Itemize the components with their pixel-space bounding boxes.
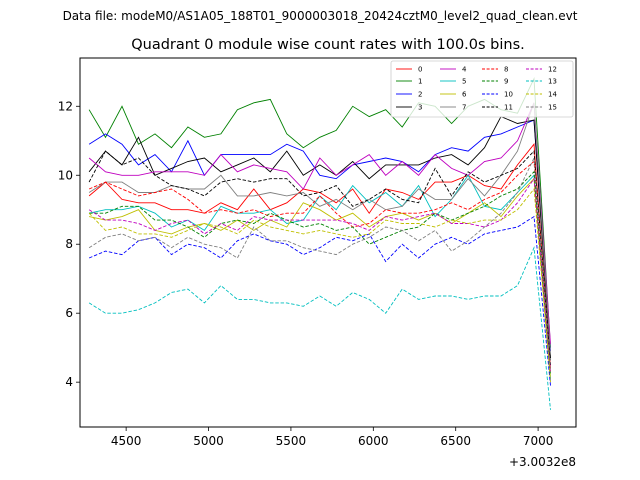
series-line-3 [88,116,551,359]
series-line-15 [88,156,551,372]
legend-label-1: 1 [418,78,422,86]
legend-label-15: 15 [548,104,557,112]
legend-box [390,60,574,118]
x-tick-label: 6500 [440,434,471,448]
y-tick-label: 12 [58,99,73,113]
legend-label-8: 8 [504,66,508,74]
x-tick-label: 5000 [193,434,224,448]
series-line-4 [88,102,551,345]
legend-label-11: 11 [504,104,513,112]
series-line-5 [89,174,551,379]
legend-label-12: 12 [548,66,557,74]
legend-label-13: 13 [548,78,557,86]
y-tick-label: 6 [65,306,73,320]
series-line-6 [89,177,551,383]
figure-suptitle: Data file: modeM0/AS1A05_188T01_90000030… [63,9,578,23]
series-line-14 [88,187,551,379]
chart-title: Quadrant 0 module wise count rates with … [131,37,525,53]
legend-label-3: 3 [418,104,422,112]
x-offset-label: +3.0032e8 [509,455,576,469]
series-line-11 [88,150,551,365]
legend-label-4: 4 [462,66,467,74]
x-tick-label: 4500 [111,434,142,448]
legend-label-6: 6 [462,91,467,99]
y-tick-label: 8 [65,237,73,251]
series-line-9 [89,170,551,376]
legend-label-0: 0 [418,66,422,74]
ticks-layer: 4500 5000 5500 6000 6500 7000 4 6 8 10 12 [58,99,554,448]
legend-label-10: 10 [504,91,513,99]
series-line-2 [88,119,551,352]
legend-label-9: 9 [504,78,508,86]
legend-label-5: 5 [462,78,466,86]
x-tick-label: 5500 [276,434,307,448]
y-tick-label: 10 [58,168,73,182]
series-layer [88,76,551,410]
x-tick-label: 6000 [358,434,389,448]
legend-label-7: 7 [462,104,466,112]
x-tick-label: 7000 [523,434,554,448]
series-line-10 [88,215,551,386]
series-line-12 [88,177,551,372]
y-tick-label: 4 [65,375,73,389]
axes-frame [79,57,577,428]
series-line-8 [88,160,551,372]
series-line-13 [88,245,551,410]
series-line-7 [88,102,551,355]
legend-label-2: 2 [418,91,422,99]
legend-label-14: 14 [548,91,557,99]
